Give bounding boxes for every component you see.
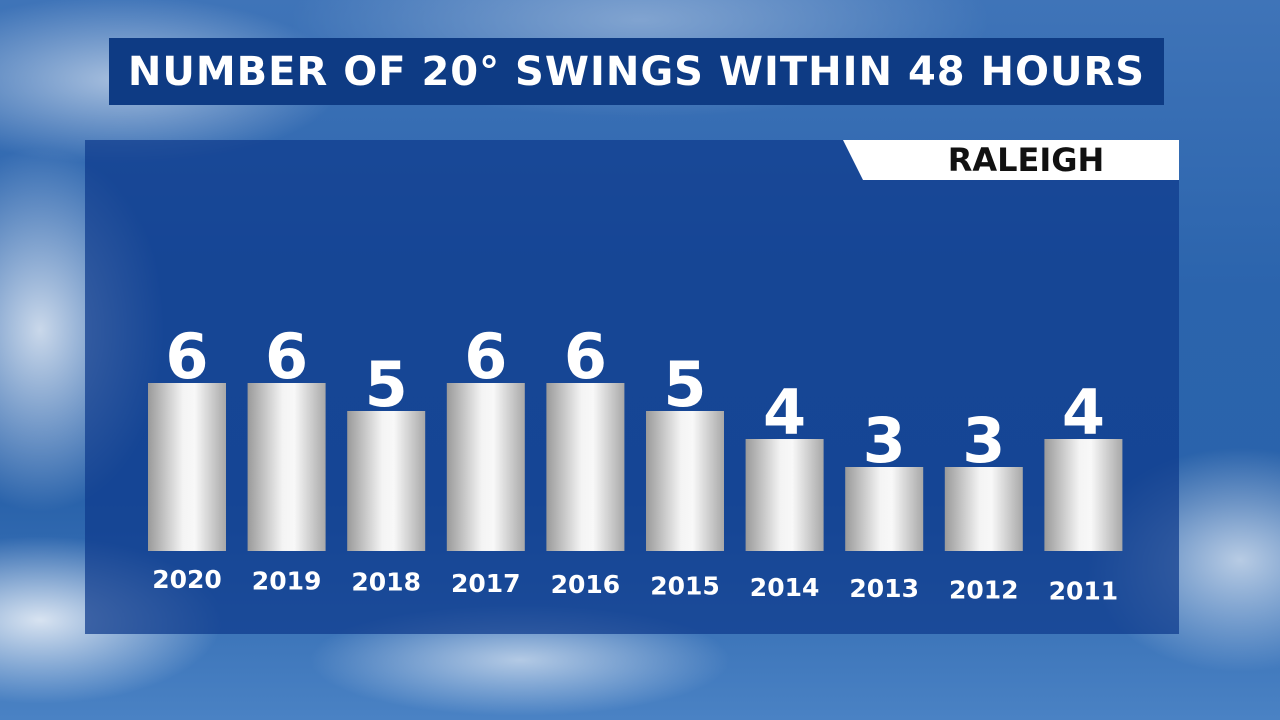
value-label-2019: 6	[265, 320, 308, 393]
tick-label-2020: 2020	[152, 565, 222, 594]
tick-label-2014: 2014	[750, 573, 820, 602]
tick-label-2011: 2011	[1049, 577, 1119, 606]
bar-2020	[148, 383, 226, 551]
value-label-2018: 5	[365, 348, 408, 421]
bar-2019	[247, 383, 326, 551]
value-label-2016: 6	[564, 320, 607, 393]
value-label-2014: 4	[763, 376, 806, 449]
bar-2016	[546, 383, 625, 551]
bar-2013	[845, 467, 924, 551]
location-tag: RALEIGH	[843, 140, 1179, 180]
value-label-2013: 3	[863, 404, 906, 477]
value-label-2012: 3	[962, 404, 1005, 477]
tick-label-2018: 2018	[351, 568, 421, 597]
bar-2017	[446, 383, 525, 551]
tick-label-2016: 2016	[551, 570, 621, 599]
location-label: RALEIGH	[947, 141, 1105, 179]
tick-label-2012: 2012	[949, 575, 1019, 604]
bar-2015	[646, 411, 724, 551]
value-label-2015: 5	[663, 348, 706, 421]
bar-2011	[1044, 439, 1123, 551]
bar-2014	[745, 439, 824, 551]
tick-label-2013: 2013	[849, 574, 919, 603]
bar-2018	[347, 411, 426, 551]
chart-title: NUMBER OF 20° SWINGS WITHIN 48 HOURS	[127, 48, 1146, 95]
tick-label-2015: 2015	[650, 572, 720, 601]
bar-2012	[944, 467, 1023, 551]
value-label-2020: 6	[165, 320, 208, 393]
chart-title-banner: NUMBER OF 20° SWINGS WITHIN 48 HOURS	[109, 38, 1164, 105]
tick-label-2017: 2017	[451, 569, 521, 598]
tick-label-2019: 2019	[252, 566, 322, 595]
value-label-2011: 4	[1062, 376, 1105, 449]
value-label-2017: 6	[464, 320, 507, 393]
